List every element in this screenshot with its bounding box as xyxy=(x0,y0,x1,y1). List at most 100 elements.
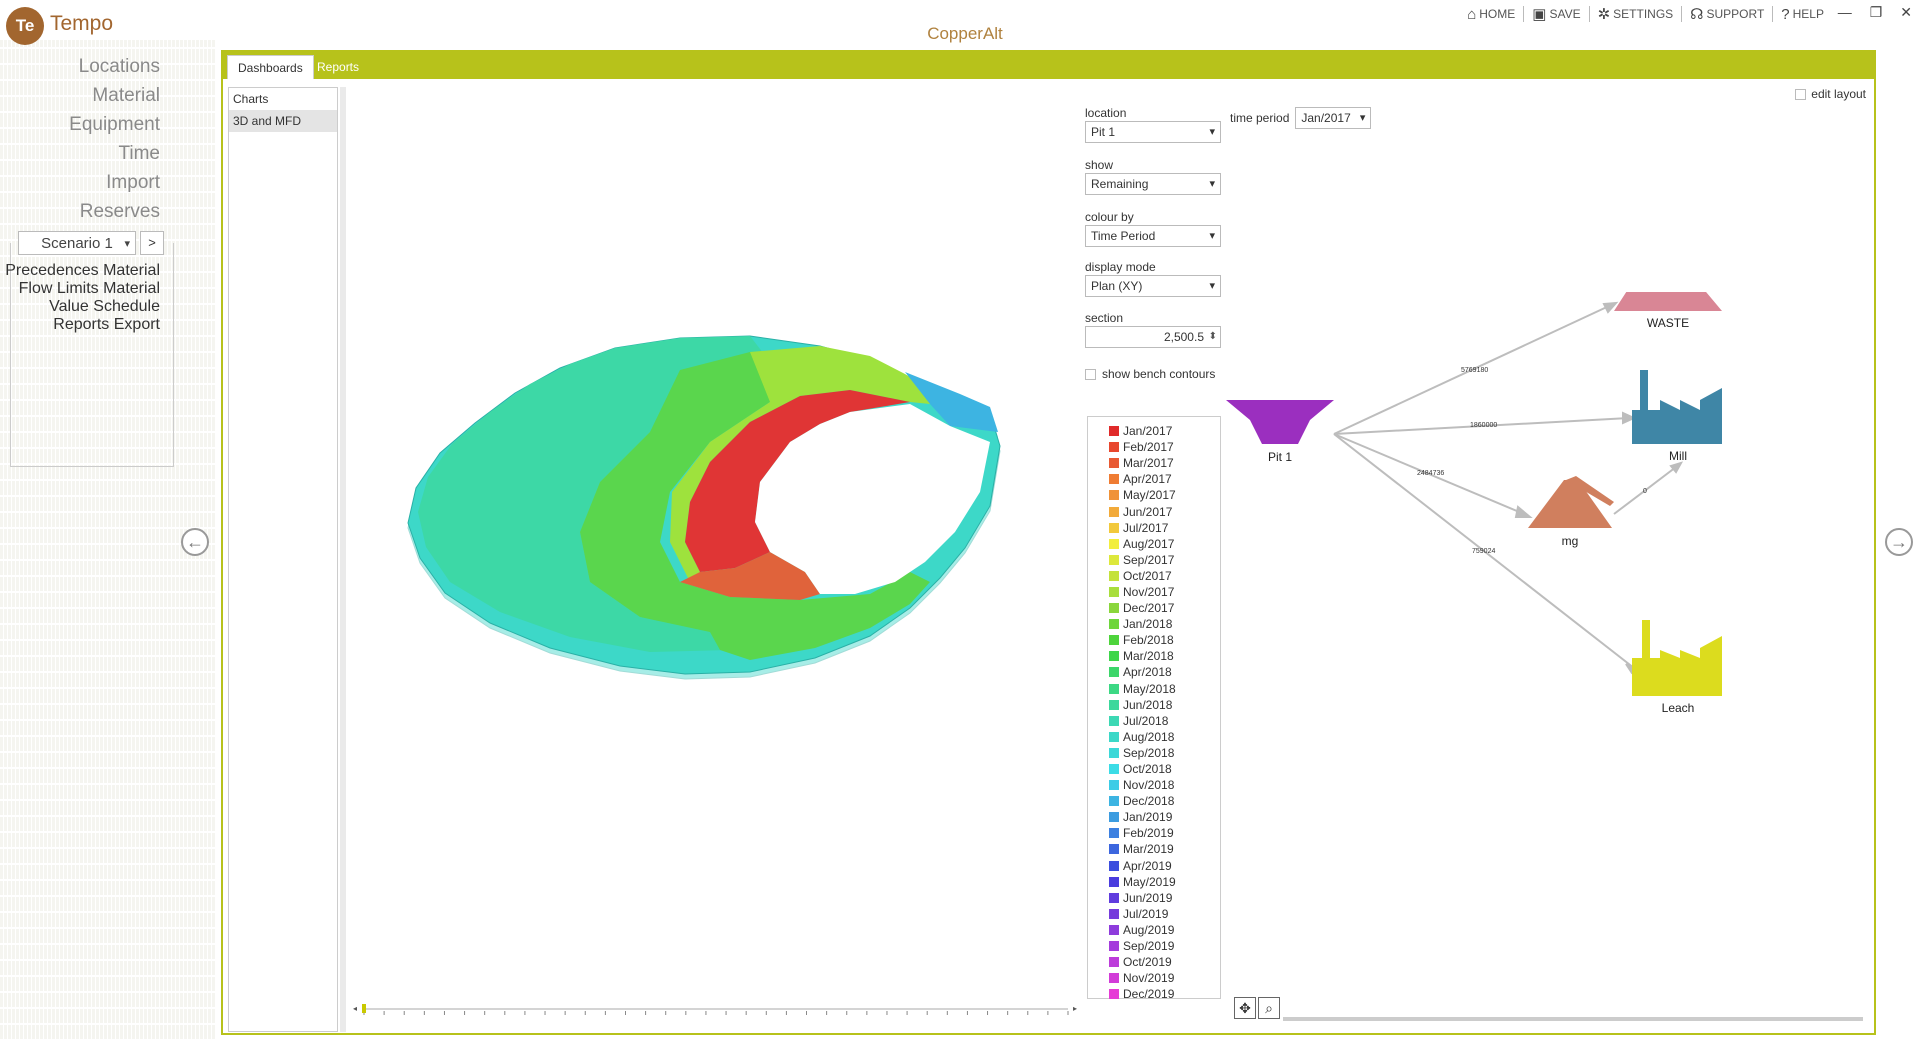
home-button[interactable]: ⌂ HOME xyxy=(1459,5,1525,23)
flow-label-mg-mill: 0 xyxy=(1643,488,1647,495)
slider-thumb[interactable] xyxy=(362,1004,366,1013)
scenario-group-frame xyxy=(10,243,174,467)
legend-label: Jan/2017 xyxy=(1123,424,1173,439)
arrowhead-waste xyxy=(1602,301,1619,314)
section-control: section 2,500.5 xyxy=(1085,310,1221,348)
sidebar-item-time[interactable]: Time xyxy=(118,143,160,164)
edit-layout-toggle[interactable]: edit layout xyxy=(1795,87,1866,101)
sidebar-item-precedences[interactable]: Precedences xyxy=(5,262,99,279)
pit-band-red xyxy=(685,390,910,572)
legend-label: Sep/2019 xyxy=(1123,939,1175,954)
sidebar-item-export[interactable]: Export xyxy=(113,316,160,333)
sidebar-item-locations[interactable]: Locations xyxy=(78,56,160,77)
help-label: HELP xyxy=(1792,7,1824,21)
time-period-select[interactable]: Jan/2017 xyxy=(1295,107,1372,129)
sidebar-item-import[interactable]: Import xyxy=(106,172,160,193)
project-title: CopperAlt xyxy=(927,24,1003,43)
flow-label-mill: 1860000 xyxy=(1470,422,1497,429)
legend-item: Mar/2018 xyxy=(1088,648,1220,664)
location-select[interactable]: Pit 1 xyxy=(1085,121,1221,143)
legend-label: Sep/2018 xyxy=(1123,745,1175,760)
display-mode-label: display mode xyxy=(1085,260,1156,274)
legend-item: Jun/2017 xyxy=(1088,503,1220,519)
chart-list-item-charts[interactable]: Charts xyxy=(233,92,269,106)
bench-contours-checkbox[interactable] xyxy=(1085,368,1096,380)
legend-swatch xyxy=(1109,570,1119,581)
legend-item: Apr/2019 xyxy=(1088,858,1220,874)
minimize-button[interactable]: — xyxy=(1837,4,1852,20)
node-label-mill: Mill xyxy=(1669,449,1687,463)
show-label: show xyxy=(1085,158,1114,172)
help-button[interactable]: ? HELP xyxy=(1773,6,1832,23)
sidebar-item-reserves[interactable]: Reserves xyxy=(79,201,160,222)
tab-dashboards[interactable]: Dashboards xyxy=(227,55,314,79)
legend-item: Mar/2017 xyxy=(1088,455,1220,471)
sidebar-item-material-flow[interactable]: Material Flow xyxy=(18,262,160,297)
pit-band-sky xyxy=(905,372,998,432)
legend-item: Jan/2018 xyxy=(1088,616,1220,632)
sidebar-item-schedule[interactable]: Schedule xyxy=(93,298,160,315)
close-button[interactable]: ✕ xyxy=(1900,4,1912,20)
node-pit-1[interactable]: Pit 1 xyxy=(1226,400,1334,464)
node-waste[interactable]: WASTE xyxy=(1614,292,1722,330)
tab-reports[interactable]: Reports xyxy=(317,60,360,74)
pit-3d-view[interactable] xyxy=(350,332,1085,852)
settings-button[interactable]: ✲ SETTINGS xyxy=(1590,6,1683,23)
save-button[interactable]: ▣ SAVE xyxy=(1524,6,1590,23)
legend-swatch xyxy=(1109,458,1119,469)
support-button[interactable]: ☊ SUPPORT xyxy=(1682,6,1774,23)
legend-label: Nov/2019 xyxy=(1123,971,1175,986)
restore-button[interactable]: ❐ xyxy=(1869,4,1883,20)
slider-left-arrow[interactable]: ◂ xyxy=(353,1004,357,1013)
display-mode-control: display mode Plan (XY) xyxy=(1085,259,1221,297)
next-page-button[interactable]: → xyxy=(1885,528,1913,556)
sidebar-item-material-value[interactable]: Material Value xyxy=(49,280,160,315)
settings-label: SETTINGS xyxy=(1613,7,1674,21)
slider-right-arrow[interactable]: ▸ xyxy=(1073,1004,1077,1013)
section-spinner[interactable]: 2,500.5 xyxy=(1085,326,1221,348)
time-period-control: time period Jan/2017 xyxy=(1230,107,1372,129)
splitter-handle[interactable] xyxy=(340,87,346,1032)
zoom-icon: ⌕ xyxy=(1265,1000,1273,1016)
legend-label: Mar/2019 xyxy=(1123,842,1174,857)
edit-layout-checkbox[interactable] xyxy=(1795,88,1807,100)
node-mg[interactable]: mg xyxy=(1528,476,1614,548)
node-leach[interactable]: Leach xyxy=(1632,620,1722,715)
previous-page-button[interactable]: ← xyxy=(181,528,209,556)
zoom-tool-button[interactable]: ⌕ xyxy=(1258,997,1280,1019)
home-icon: ⌂ xyxy=(1467,5,1477,23)
scenario-next-button[interactable]: > xyxy=(140,231,164,255)
legend-swatch xyxy=(1109,860,1119,871)
legend-swatch xyxy=(1109,747,1119,758)
sidebar-item-equipment[interactable]: Equipment xyxy=(69,114,160,135)
save-label: SAVE xyxy=(1549,7,1581,21)
mfd-horizontal-scrollbar[interactable] xyxy=(1283,1017,1863,1021)
display-mode-select[interactable]: Plan (XY) xyxy=(1085,275,1221,297)
pit-icon xyxy=(1226,400,1334,444)
flow-pit-mill xyxy=(1333,417,1630,435)
bench-contours-toggle[interactable]: show bench contours xyxy=(1085,367,1215,381)
legend-item: May/2019 xyxy=(1088,874,1220,890)
arrowhead-mg xyxy=(1514,505,1533,518)
node-mill[interactable]: Mill xyxy=(1632,370,1722,463)
pan-tool-button[interactable]: ✥ xyxy=(1234,997,1256,1019)
scenario-select[interactable]: Scenario 1 xyxy=(18,231,136,256)
legend-swatch xyxy=(1109,474,1119,485)
flow-label-mg: 2484736 xyxy=(1417,470,1444,477)
legend-swatch xyxy=(1109,635,1119,646)
legend-label: Dec/2019 xyxy=(1123,987,1175,1002)
legend-swatch xyxy=(1109,522,1119,533)
legend-item: Mar/2019 xyxy=(1088,841,1220,857)
time-slider[interactable]: ◂ ▸ xyxy=(353,1002,1083,1016)
colour-by-select[interactable]: Time Period xyxy=(1085,225,1221,247)
sidebar-item-material[interactable]: Material xyxy=(92,85,160,106)
chart-list-item-3d-mfd[interactable]: 3D and MFD xyxy=(229,110,337,132)
flow-arrows xyxy=(1333,301,1684,675)
show-select[interactable]: Remaining xyxy=(1085,173,1221,195)
material-flow-diagram[interactable]: 5769180 1860000 2484736 759024 0 Pit 1 W… xyxy=(1224,292,1874,872)
sidebar-item-reports[interactable]: Reports xyxy=(53,316,110,333)
slider-ticks xyxy=(363,1011,1069,1015)
legend-item: Feb/2018 xyxy=(1088,632,1220,648)
sidebar-item-limits[interactable]: Limits xyxy=(56,280,99,297)
waste-dump-icon xyxy=(1614,292,1722,311)
